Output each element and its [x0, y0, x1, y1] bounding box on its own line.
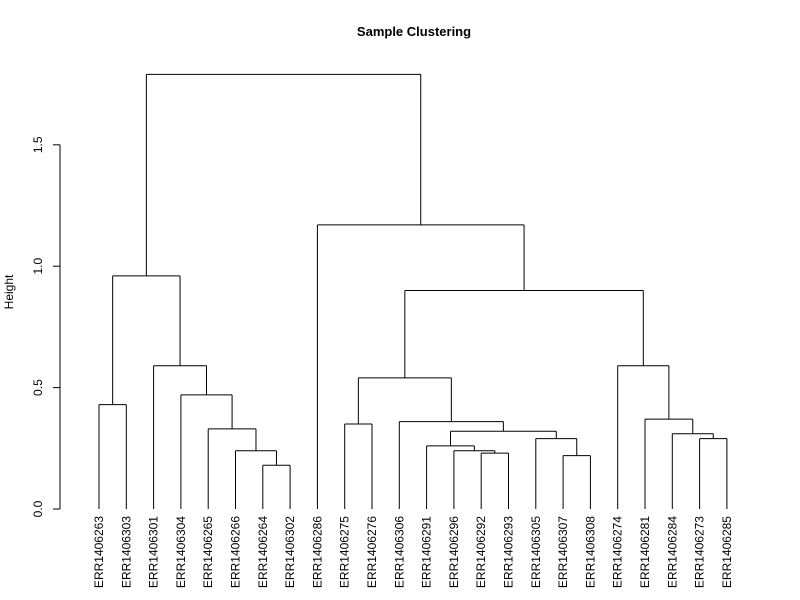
leaf-label: ERR1406273 — [693, 516, 707, 588]
leaf-label: ERR1406301 — [147, 516, 161, 588]
leaf-label: ERR1406307 — [556, 516, 570, 588]
leaf-label: ERR1406291 — [420, 516, 434, 588]
leaf-labels: ERR1406263 ERR1406303 ERR1406301 ERR1406304… — [92, 516, 734, 588]
y-tick-label: 0.5 — [31, 379, 45, 396]
leaf-label: ERR1406281 — [638, 516, 652, 588]
leaf-label: ERR1406293 — [502, 516, 516, 588]
leaf-label: ERR1406264 — [256, 516, 270, 588]
y-axis-label: Height — [2, 274, 16, 309]
dendrogram-branches — [98, 73, 728, 509]
y-axis: 0.0 0.5 1.0 1.5 — [31, 136, 61, 517]
leaf-label: ERR1406305 — [529, 516, 543, 588]
leaf-label: ERR1406285 — [720, 516, 734, 588]
leaf-label: ERR1406306 — [392, 516, 406, 588]
y-tick-label: 1.0 — [31, 258, 45, 275]
leaf-label: ERR1406266 — [229, 516, 243, 588]
leaf-label: ERR1406286 — [310, 516, 324, 588]
leaf-label: ERR1406263 — [92, 516, 106, 588]
leaf-label: ERR1406304 — [174, 516, 188, 588]
leaf-label: ERR1406284 — [665, 516, 679, 588]
chart-title: Sample Clustering — [357, 24, 471, 39]
y-tick-label: 0.0 — [31, 500, 45, 517]
leaf-label: ERR1406308 — [583, 516, 597, 588]
y-tick-label: 1.5 — [31, 136, 45, 153]
leaf-label: ERR1406296 — [447, 516, 461, 588]
leaf-label: ERR1406302 — [283, 516, 297, 588]
leaf-label: ERR1406265 — [201, 516, 215, 588]
leaf-label: ERR1406292 — [474, 516, 488, 588]
leaf-label: ERR1406275 — [338, 516, 352, 588]
leaf-label: ERR1406276 — [365, 516, 379, 588]
leaf-label: ERR1406274 — [611, 516, 625, 588]
leaf-label: ERR1406303 — [119, 516, 133, 588]
